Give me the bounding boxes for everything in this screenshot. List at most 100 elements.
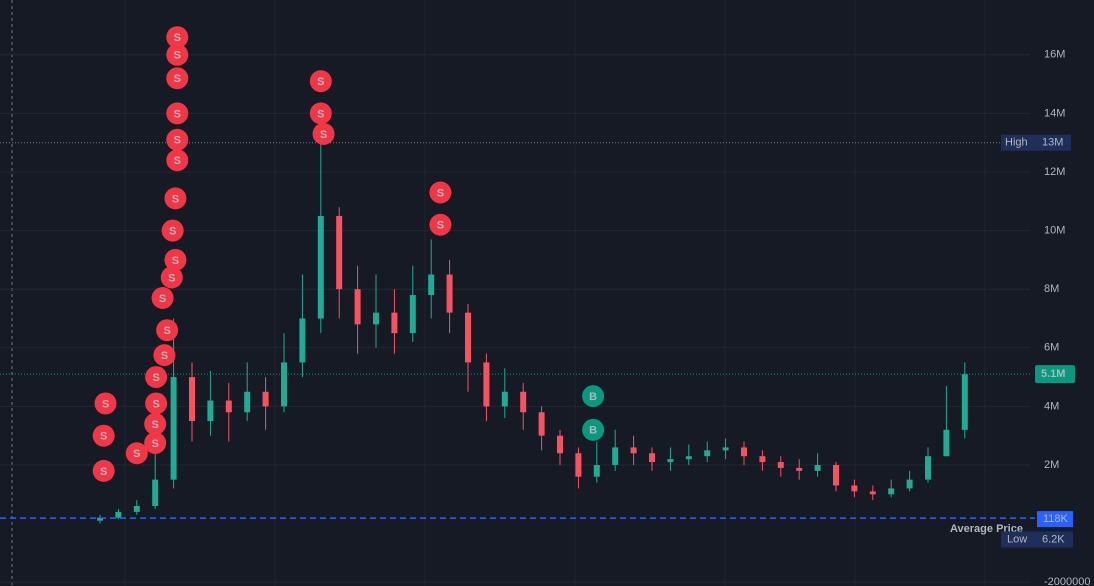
trade-marker-label: S	[174, 135, 181, 147]
candle-body	[906, 479, 913, 489]
candle-body	[759, 456, 766, 463]
trade-marker	[166, 26, 189, 49]
y-tick-label: 8M	[1044, 283, 1059, 295]
price-line-label: Low	[1007, 533, 1027, 545]
y-tick-label: 4M	[1044, 400, 1059, 412]
candle-body	[722, 447, 729, 451]
candle-body	[814, 464, 821, 471]
trade-marker	[166, 43, 189, 66]
trade-marker-label: S	[102, 398, 109, 410]
label-tag	[1001, 531, 1037, 548]
candle-body	[317, 215, 324, 319]
candle-body	[170, 377, 177, 480]
trade-marker	[156, 319, 179, 342]
trade-marker	[92, 459, 115, 482]
candle-body	[796, 467, 803, 471]
candle-body	[115, 511, 122, 518]
candle-body	[225, 400, 232, 413]
trade-marker	[153, 344, 176, 367]
candle-body	[281, 362, 287, 407]
trade-marker-label: S	[152, 372, 159, 384]
trade-marker-label: S	[437, 220, 444, 232]
candle-body	[833, 464, 839, 486]
y-tick-label: 14M	[1044, 107, 1065, 119]
price-line-value: 13M	[1042, 137, 1063, 149]
trade-marker-label: S	[168, 272, 175, 284]
trade-marker-label: S	[317, 108, 324, 120]
candle-body	[409, 295, 416, 334]
candle-body	[428, 274, 435, 296]
trade-marker	[582, 385, 605, 408]
candle-body	[354, 289, 361, 325]
candle-body	[373, 312, 379, 325]
trade-marker	[164, 248, 187, 271]
price-line-label: High	[1005, 137, 1028, 149]
candle-body	[97, 517, 103, 521]
y-tick-label: 6M	[1044, 342, 1059, 354]
trade-marker-label: S	[172, 255, 179, 267]
y-tick-label: 12M	[1044, 166, 1065, 178]
trade-marker	[160, 266, 183, 289]
trade-marker	[144, 432, 167, 455]
candle-body	[538, 412, 545, 436]
candle-body	[612, 447, 619, 465]
trade-marker-label: S	[163, 325, 170, 337]
candle-body	[152, 479, 159, 507]
trade-marker-label: S	[152, 438, 159, 450]
trade-marker-label: S	[172, 193, 179, 205]
candle-body	[593, 464, 600, 477]
trade-marker	[164, 187, 187, 210]
candle-body	[189, 377, 195, 422]
trade-marker	[166, 102, 189, 125]
trade-marker-label: S	[161, 350, 168, 362]
candle-body	[925, 456, 931, 480]
price-line-value: 5.1M	[1041, 368, 1065, 380]
candle-body	[501, 391, 508, 407]
trade-marker-label: S	[100, 466, 107, 478]
trade-marker	[151, 286, 174, 309]
price-line-value: 6.2K	[1042, 533, 1065, 545]
candle-body	[685, 456, 692, 460]
trade-marker-label: B	[589, 391, 597, 403]
candle-body	[704, 450, 711, 457]
candle-body	[244, 391, 251, 413]
candle-body	[649, 453, 655, 463]
candle-body	[961, 374, 968, 430]
trade-marker	[429, 181, 452, 204]
candle-body	[667, 459, 674, 463]
label-tag	[1001, 134, 1037, 151]
candle-body	[446, 274, 453, 313]
trade-marker	[582, 418, 605, 441]
trade-marker-label: B	[589, 425, 597, 437]
y-tick-label: 10M	[1044, 224, 1065, 236]
y-tick-label: 16M	[1044, 49, 1065, 61]
candle-body	[888, 488, 895, 495]
y-tick-label: -2000000	[1044, 576, 1091, 586]
candle-body	[630, 447, 637, 454]
trade-marker	[166, 67, 189, 90]
trade-marker	[145, 366, 168, 389]
vertical-grid	[124, 0, 986, 586]
candle-body	[520, 391, 527, 413]
trade-marker-label: S	[320, 129, 327, 141]
trade-marker	[94, 392, 117, 415]
trade-marker-label: S	[152, 419, 159, 431]
trade-marker-label: S	[174, 32, 181, 44]
trade-marker	[125, 442, 148, 465]
candle-body	[262, 391, 269, 407]
candle-body	[483, 362, 490, 407]
candle-body	[465, 312, 471, 363]
trade-marker	[312, 122, 335, 145]
candle-body	[575, 453, 582, 477]
trade-marker	[309, 102, 332, 125]
trade-marker-label: S	[159, 293, 166, 305]
trade-marker-label: S	[174, 73, 181, 85]
candle-body	[336, 215, 343, 290]
candle-body	[851, 485, 858, 492]
y-tick-label: 2M	[1044, 459, 1059, 471]
trade-marker	[92, 424, 115, 447]
price-line-value: 118K	[1043, 513, 1069, 525]
value-tag	[1037, 134, 1071, 151]
trade-marker	[145, 392, 168, 415]
